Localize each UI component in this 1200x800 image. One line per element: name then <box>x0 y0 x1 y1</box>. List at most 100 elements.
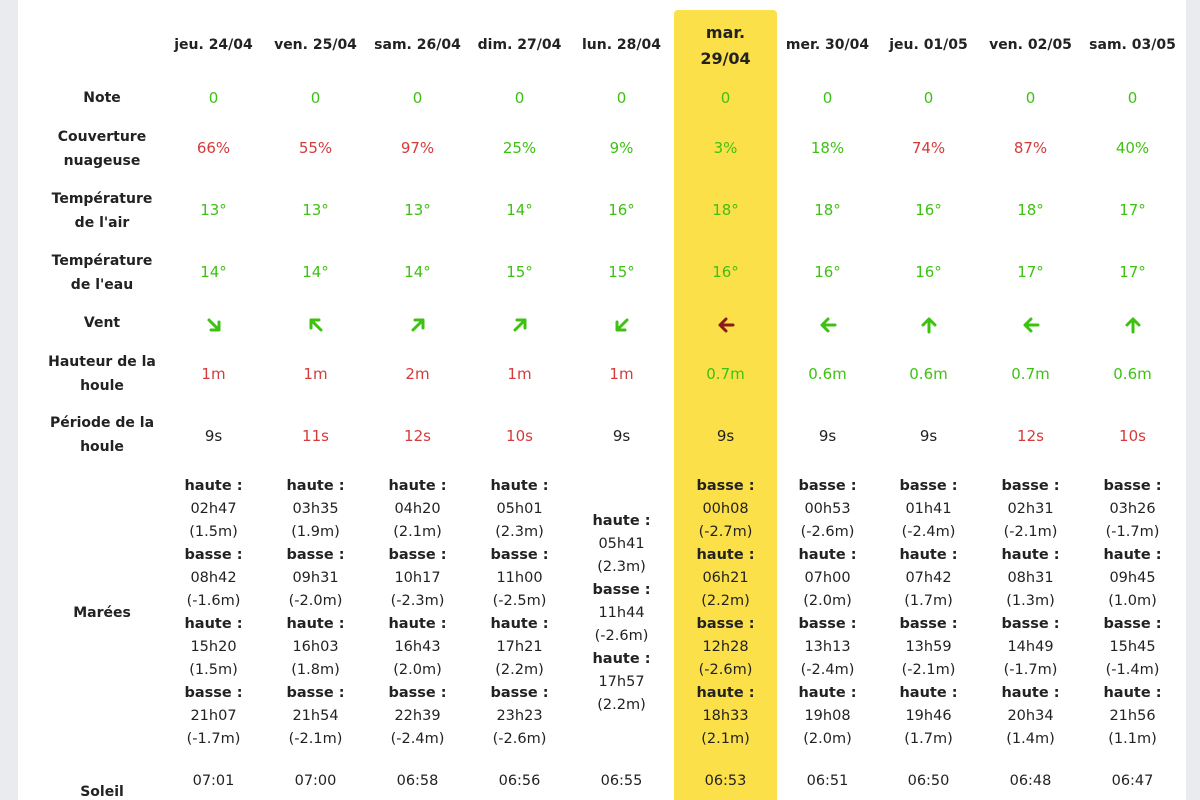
day-header: ven. 25/04 <box>274 37 357 53</box>
arrow-icon <box>411 318 424 332</box>
note-value: 0 <box>1025 89 1036 107</box>
arrow-icon <box>1023 317 1039 333</box>
tide-type: haute : <box>1103 547 1162 563</box>
swell-period-value: 9s <box>919 427 938 445</box>
tide-type: haute : <box>899 685 958 701</box>
tide-time: 03h26 <box>1109 501 1156 517</box>
note-value: 0 <box>616 89 627 107</box>
tide-height: (-1.7m) <box>1003 662 1058 678</box>
air-temp-value: 14° <box>506 201 533 219</box>
tide-height: (2.0m) <box>393 662 442 678</box>
tide-height: (-2.4m) <box>901 524 956 540</box>
tide-type: haute : <box>286 478 345 494</box>
tide-time: 21h56 <box>1109 708 1156 724</box>
tide-time: 01h41 <box>905 501 952 517</box>
cloud-cover-value: 40% <box>1115 139 1150 157</box>
tide-type: basse : <box>184 685 243 701</box>
tide-height: (1.3m) <box>1006 593 1055 609</box>
tide-time: 21h07 <box>190 708 237 724</box>
tide-height: (-2.6m) <box>492 731 547 747</box>
tide-type: basse : <box>184 547 243 563</box>
water-temp-value: 14° <box>404 263 431 281</box>
tide-time: 05h41 <box>598 536 645 552</box>
cloud-cover-value: 9% <box>609 139 634 157</box>
tide-type: basse : <box>1001 616 1060 632</box>
air-temp-value: 18° <box>814 201 841 219</box>
air-temp-value: 16° <box>608 201 635 219</box>
wind-direction-icon <box>979 313 1082 337</box>
tides-list: basse : 00h08 (-2.7m) haute : 06h21 (2.2m) bas… <box>674 475 777 751</box>
tides-list: haute : 05h41 (2.3m) basse : 11h44 (-2.6m) hau… <box>570 510 673 717</box>
tide-height: (2.2m) <box>701 593 750 609</box>
day-header: ven. 02/05 <box>989 37 1072 53</box>
tide-type: haute : <box>1001 685 1060 701</box>
tide-time: 18h33 <box>702 708 749 724</box>
tide-time: 17h21 <box>496 639 543 655</box>
tide-type: basse : <box>696 616 755 632</box>
tide-time: 05h01 <box>496 501 543 517</box>
tide-type: basse : <box>286 685 345 701</box>
water-temp-value: 17° <box>1017 263 1044 281</box>
tide-time: 17h57 <box>598 674 645 690</box>
swell-height-value: 0.6m <box>1113 365 1152 383</box>
tide-type: basse : <box>899 616 958 632</box>
cloud-cover-value: 25% <box>502 139 537 157</box>
tide-time: 02h31 <box>1007 501 1054 517</box>
tide-time: 12h28 <box>702 639 749 655</box>
tide-type: haute : <box>490 616 549 632</box>
tide-height: (1.9m) <box>291 524 340 540</box>
tide-time: 16h03 <box>292 639 339 655</box>
tide-time: 13h59 <box>905 639 952 655</box>
note-value: 0 <box>310 89 321 107</box>
water-temp-value: 16° <box>915 263 942 281</box>
tide-height: (-2.1m) <box>1003 524 1058 540</box>
swell-period-value: 9s <box>818 427 837 445</box>
row-label-air-temp: Température de l'air <box>51 191 153 231</box>
tide-height: (2.3m) <box>495 524 544 540</box>
tide-type: basse : <box>592 582 651 598</box>
tide-height: (2.0m) <box>803 731 852 747</box>
swell-period-value: 12s <box>404 427 431 445</box>
wind-direction-icon <box>1081 313 1184 337</box>
tides-list: haute : 04h20 (2.1m) basse : 10h17 (-2.3m) hau… <box>366 475 469 751</box>
tide-height: (-2.3m) <box>390 593 445 609</box>
swell-height-value: 0.7m <box>706 365 745 383</box>
tide-time: 09h31 <box>292 570 339 586</box>
tide-height: (2.2m) <box>495 662 544 678</box>
tide-time: 22h39 <box>394 708 441 724</box>
air-temp-value: 16° <box>915 201 942 219</box>
tide-type: haute : <box>184 478 243 494</box>
tide-height: (-1.4m) <box>1105 662 1160 678</box>
tide-height: (-2.6m) <box>698 662 753 678</box>
swell-height-value: 1m <box>303 365 328 383</box>
swell-period-value: 9s <box>204 427 223 445</box>
swell-height-value: 0.6m <box>909 365 948 383</box>
tide-time: 21h54 <box>292 708 339 724</box>
tide-height: (-2.6m) <box>594 628 649 644</box>
tide-type: haute : <box>1103 685 1162 701</box>
arrow-icon <box>513 318 526 332</box>
tide-type: basse : <box>798 478 857 494</box>
sunrise-time: 06:55 <box>600 773 643 789</box>
row-label-wind: Vent <box>83 315 121 331</box>
row-label-clouds: Couverture nuageuse <box>57 129 147 169</box>
tide-height: (-2.1m) <box>901 662 956 678</box>
tide-type: basse : <box>286 547 345 563</box>
tide-type: haute : <box>592 513 651 529</box>
tide-type: basse : <box>490 685 549 701</box>
wind-direction-icon <box>366 313 469 337</box>
tides-list: basse : 01h41 (-2.4m) haute : 07h42 (1.7m) bas… <box>877 475 980 751</box>
tide-time: 07h42 <box>905 570 952 586</box>
tide-type: haute : <box>798 685 857 701</box>
tide-height: (-2.6m) <box>800 524 855 540</box>
wind-direction-icon <box>264 313 367 337</box>
cloud-cover-value: 97% <box>400 139 435 157</box>
tide-type: haute : <box>696 685 755 701</box>
tide-time: 07h00 <box>804 570 851 586</box>
air-temp-value: 13° <box>302 201 329 219</box>
arrow-icon <box>1125 317 1140 334</box>
water-temp-value: 16° <box>814 263 841 281</box>
water-temp-value: 17° <box>1119 263 1146 281</box>
day-header: mer. 30/04 <box>785 37 870 53</box>
air-temp-value: 17° <box>1119 201 1146 219</box>
